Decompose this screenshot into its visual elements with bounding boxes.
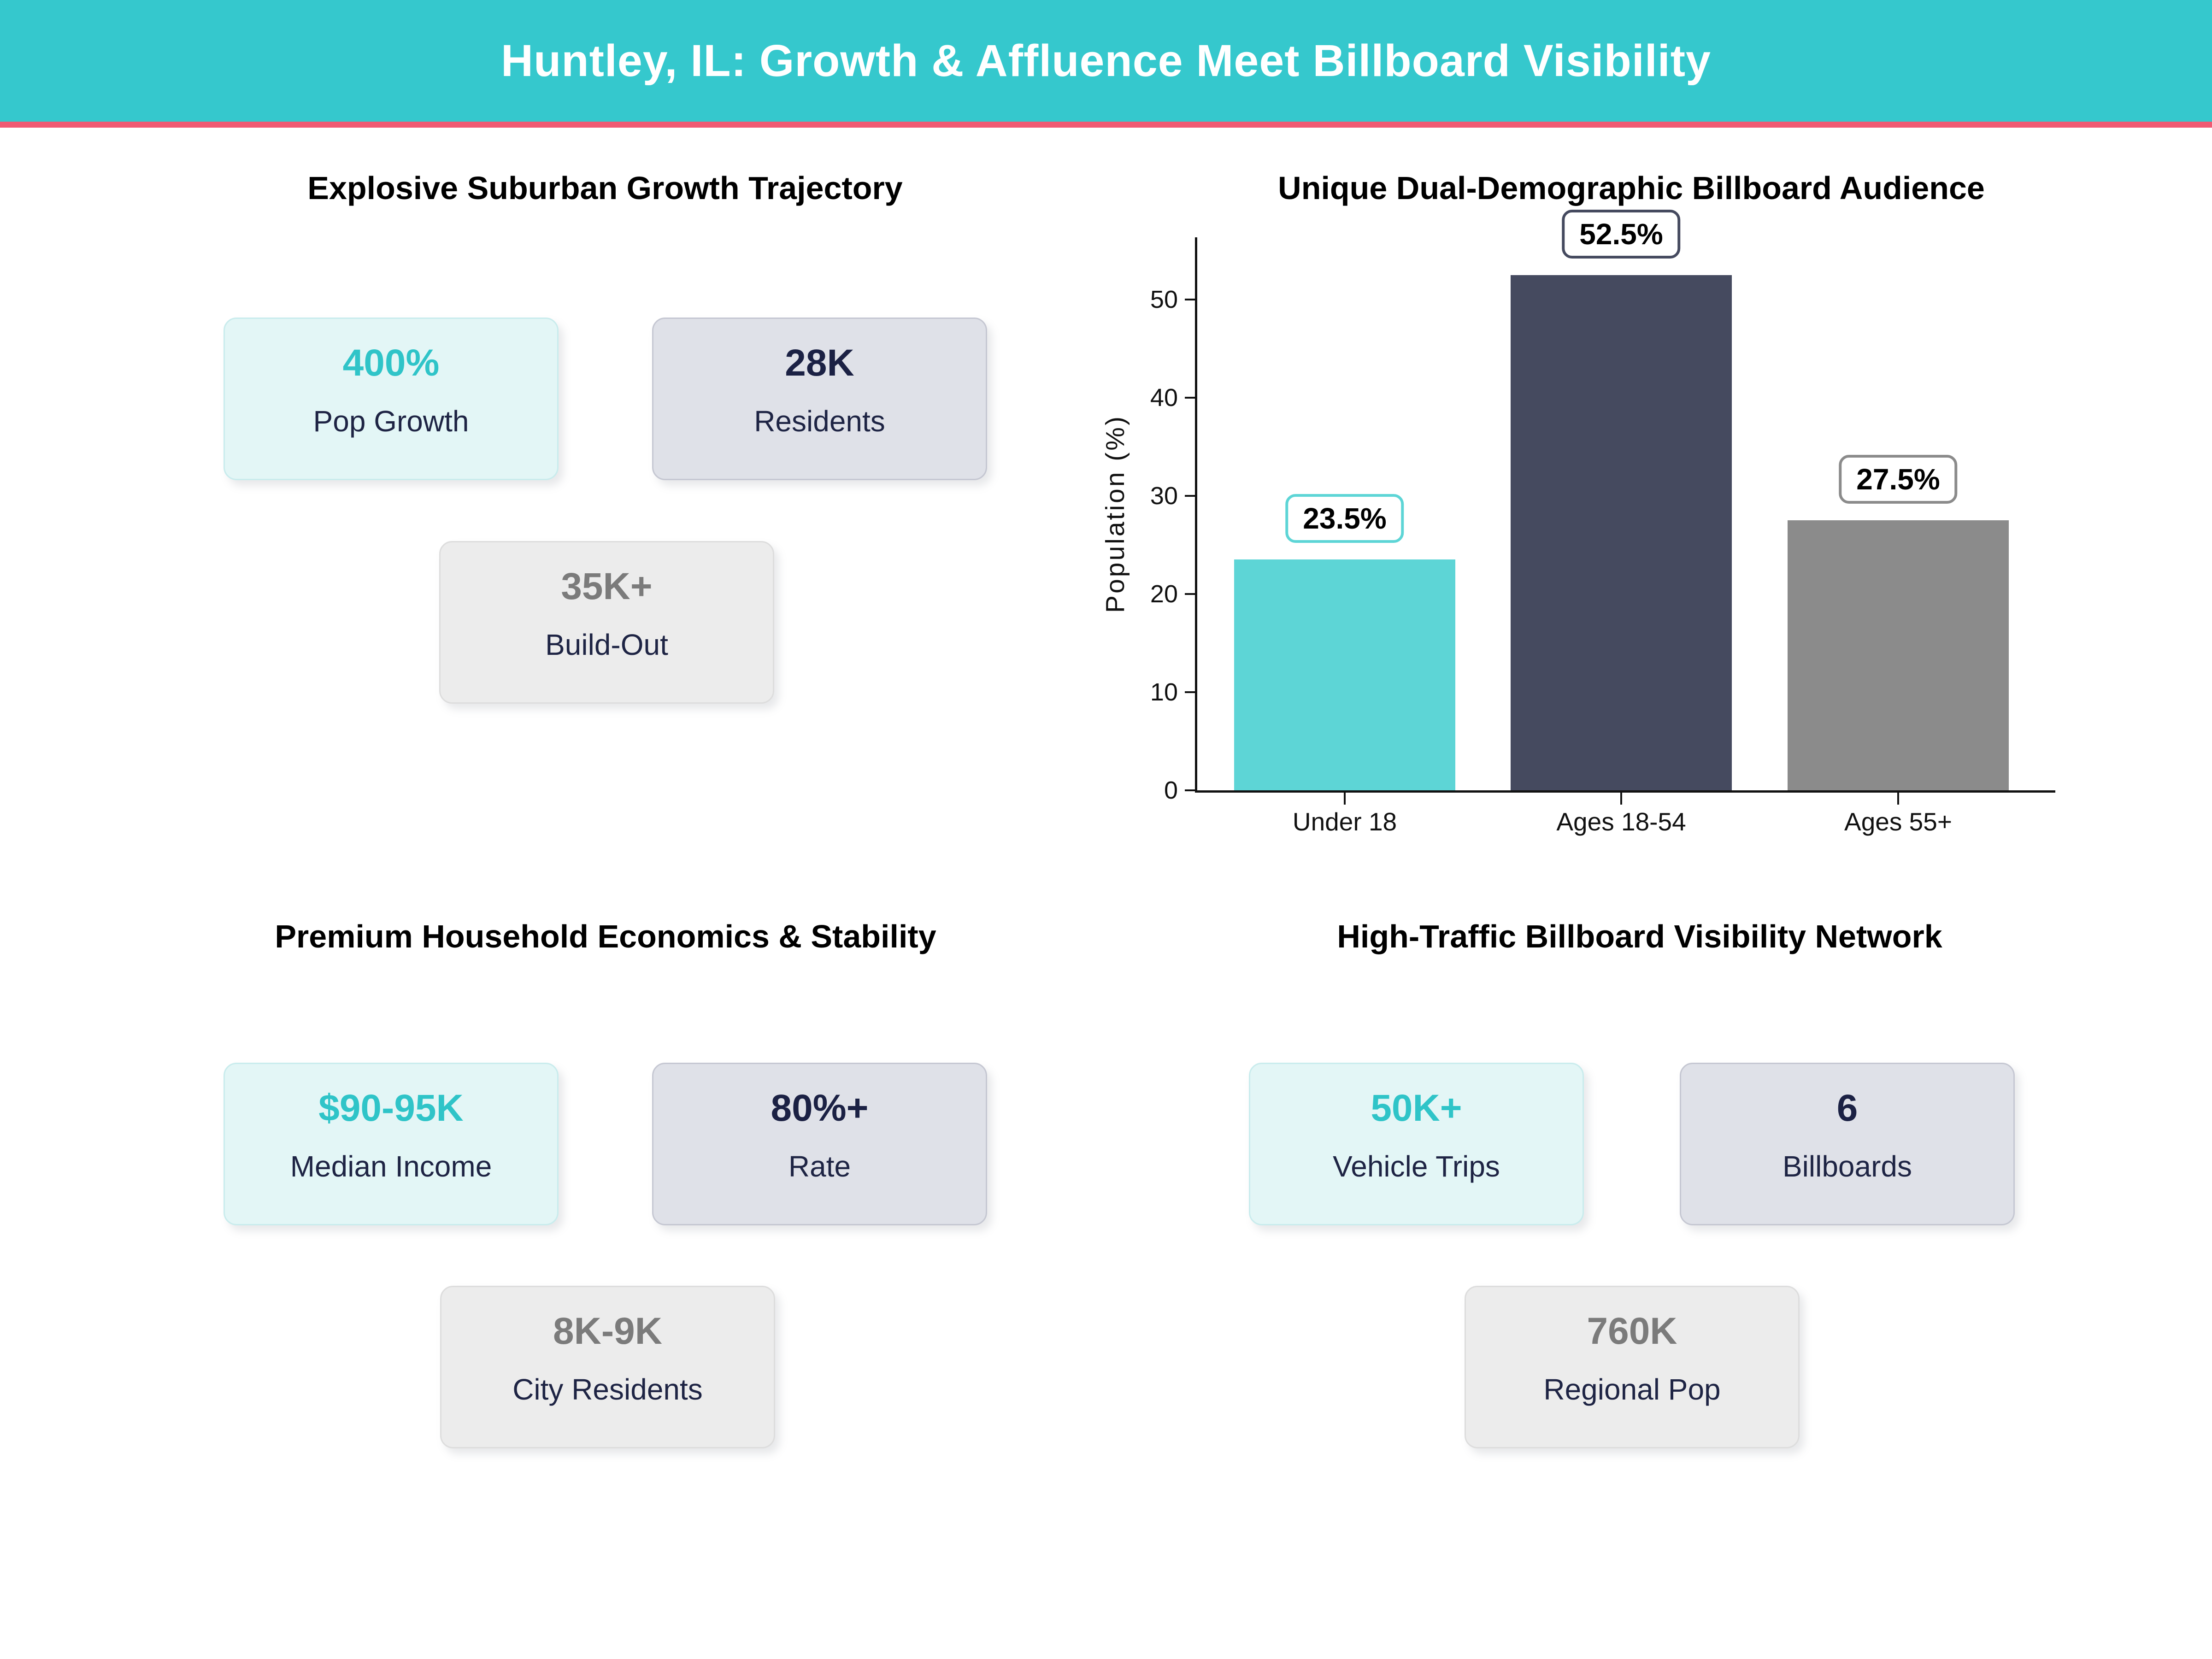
stat-value: 35K+ (561, 565, 653, 607)
y-tick-mark (1185, 495, 1195, 497)
stat-label: City Residents (512, 1372, 703, 1406)
stat-card-build-out: 35K+ Build-Out (439, 541, 774, 704)
stat-value: 50K+ (1371, 1087, 1462, 1129)
stat-label: Regional Pop (1543, 1372, 1721, 1406)
y-tick-label: 50 (1150, 286, 1178, 313)
stat-label: Vehicle Trips (1333, 1149, 1500, 1183)
stat-label: Residents (754, 404, 885, 438)
stat-card-billboards: 6 Billboards (1680, 1063, 2015, 1225)
x-tick-mark-0 (1344, 793, 1346, 805)
stat-value: 28K (785, 341, 854, 384)
stat-card-regional-pop: 760K Regional Pop (1465, 1286, 1800, 1448)
x-axis-line (1195, 790, 2055, 793)
x-tick-label-2: Ages 55+ (1844, 807, 1952, 836)
x-tick-mark-2 (1897, 793, 1899, 805)
y-tick-mark (1185, 397, 1195, 399)
stat-value: 6 (1836, 1087, 1858, 1129)
x-tick-mark-1 (1620, 793, 1622, 805)
bar-value-label-1: 52.5% (1562, 209, 1681, 259)
y-axis-line (1195, 237, 1197, 793)
bar-value-label-0: 23.5% (1285, 494, 1404, 543)
header: Huntley, IL: Growth & Affluence Meet Bil… (0, 0, 2212, 128)
section-title-network: High-Traffic Billboard Visibility Networ… (1337, 918, 1942, 954)
stat-label: Pop Growth (313, 404, 469, 438)
stat-card-city-residents: 8K-9K City Residents (440, 1286, 775, 1448)
bar-1 (1511, 275, 1732, 790)
stat-value: $90-95K (318, 1087, 464, 1129)
y-tick-mark (1185, 691, 1195, 693)
y-tick-label: 40 (1150, 384, 1178, 412)
stat-card-median-income: $90-95K Median Income (224, 1063, 559, 1225)
stat-label: Billboards (1782, 1149, 1912, 1183)
x-tick-label-0: Under 18 (1292, 807, 1397, 836)
stat-card-residents: 28K Residents (652, 318, 987, 480)
y-tick-mark (1185, 789, 1195, 791)
y-tick-mark (1185, 299, 1195, 300)
y-axis-title: Population (%) (1100, 415, 1130, 613)
bar-0 (1234, 559, 1455, 790)
stat-card-rate: 80%+ Rate (652, 1063, 987, 1225)
stat-value: 8K-9K (553, 1310, 662, 1352)
stat-label: Build-Out (545, 628, 668, 661)
stat-value: 400% (342, 341, 440, 384)
stat-label: Median Income (290, 1149, 492, 1183)
stat-card-vehicle-trips: 50K+ Vehicle Trips (1249, 1063, 1584, 1225)
y-tick-label: 20 (1150, 580, 1178, 608)
page-title: Huntley, IL: Growth & Affluence Meet Bil… (501, 35, 1711, 86)
stat-value: 80%+ (771, 1087, 869, 1129)
stat-card-pop-growth: 400% Pop Growth (224, 318, 559, 480)
y-tick-mark (1185, 593, 1195, 595)
section-title-economics: Premium Household Economics & Stability (275, 918, 936, 954)
x-tick-label-1: Ages 18-54 (1556, 807, 1686, 836)
y-tick-label: 10 (1150, 678, 1178, 706)
bar-value-label-2: 27.5% (1839, 455, 1958, 504)
y-tick-label: 30 (1150, 482, 1178, 510)
section-title-growth: Explosive Suburban Growth Trajectory (307, 170, 903, 206)
bar-2 (1788, 520, 2009, 790)
stat-label: Rate (788, 1149, 851, 1183)
section-title-audience: Unique Dual-Demographic Billboard Audien… (1278, 170, 1985, 206)
y-tick-label: 0 (1164, 777, 1178, 804)
stat-value: 760K (1587, 1310, 1677, 1352)
